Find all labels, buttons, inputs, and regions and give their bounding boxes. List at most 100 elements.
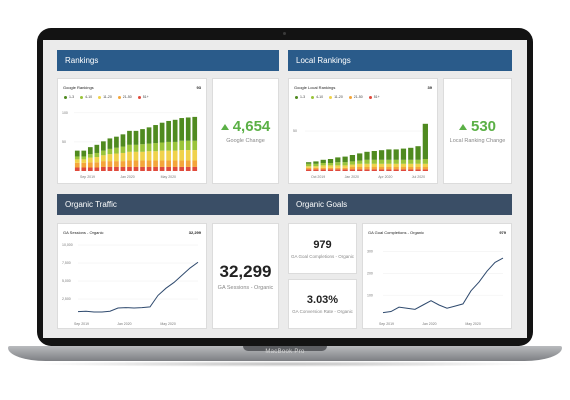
bar-segment — [192, 166, 198, 171]
bar-segment — [107, 166, 113, 171]
bar-segment — [120, 146, 126, 153]
local-rankings-chart-card: Google Local Rankings 39 1-3 4-10 11-20 … — [288, 78, 438, 184]
bar-segment — [146, 127, 152, 144]
bar-segment — [349, 155, 356, 162]
bar-segment — [386, 167, 392, 170]
chart-legend: 1-3 4-10 11-20 21-50 51+ — [295, 95, 380, 99]
bar-segment — [320, 163, 326, 166]
bar-segment — [133, 130, 139, 145]
legend-item: 1-3 — [64, 95, 74, 99]
bar-segment — [133, 151, 139, 161]
bar-segment — [364, 151, 370, 160]
x-tick-label: Jan 2020 — [117, 322, 131, 326]
bar-segment — [140, 144, 145, 152]
bar-segment — [378, 167, 385, 170]
bar-segment — [378, 159, 385, 164]
bar-segment — [172, 141, 178, 151]
bar-segment — [327, 159, 334, 163]
bar-segment — [153, 151, 158, 161]
bar-segment — [408, 167, 414, 170]
bar-segment — [127, 144, 132, 152]
section-title: Local Rankings — [296, 56, 351, 65]
bar-segment — [159, 122, 165, 143]
bar-segment — [179, 166, 185, 171]
bar-segment — [127, 151, 132, 161]
up-arrow-icon — [458, 124, 467, 131]
bar-segment — [127, 166, 132, 171]
bar-segment — [327, 169, 334, 171]
bar-segment — [120, 134, 126, 147]
bar-segment — [166, 120, 171, 142]
bar-segment — [327, 167, 334, 170]
bar-segment — [342, 169, 348, 171]
bar-segment — [74, 156, 80, 160]
chart-total: 93 — [196, 85, 201, 90]
legend-item: 4-10 — [311, 95, 323, 99]
bar-segment — [140, 151, 145, 161]
bar-segment — [192, 116, 198, 141]
bar-segment — [415, 159, 421, 164]
bar-segment — [378, 163, 385, 167]
bar-segment — [146, 143, 152, 152]
bar-segment — [386, 169, 392, 171]
bar-segment — [179, 140, 185, 151]
bar-segment — [127, 130, 132, 145]
bar-segment — [306, 166, 312, 168]
x-tick-label: Apr 2020 — [378, 175, 392, 179]
bar-segment — [364, 169, 370, 171]
bar-segment — [335, 157, 341, 163]
bar-segment — [114, 161, 119, 167]
bar-segment — [172, 150, 178, 161]
bar-segment — [327, 165, 334, 168]
legend-item: 11-20 — [98, 95, 112, 99]
section-title: Organic Traffic — [65, 200, 117, 209]
x-tick-label: Sep 2019 — [80, 175, 95, 179]
bar-segment — [94, 144, 100, 153]
bar-segment — [87, 154, 93, 158]
sessions-kpi-card: 32,299 GA Sessions - Organic — [212, 223, 279, 329]
y-tick-label: 50 — [293, 129, 297, 133]
bar-segment — [408, 163, 414, 167]
bar-segment — [179, 118, 185, 141]
bar-segment — [320, 169, 326, 171]
bar-segment — [114, 153, 119, 162]
bar-segment — [81, 167, 87, 171]
google-change-value: 4,654 — [220, 118, 270, 135]
bar-segment — [342, 162, 348, 166]
legend-swatch — [80, 95, 84, 99]
bar-segment — [133, 166, 139, 171]
bar-segment — [371, 163, 377, 167]
bar-segment — [320, 167, 326, 170]
bar-segment — [408, 169, 414, 171]
laptop-base — [8, 346, 562, 361]
chart-title: GA Goal Completions - Organic — [368, 230, 425, 235]
bar-segment — [146, 151, 152, 161]
device-label: MacBook Pro — [265, 349, 305, 355]
legend-item: 21-50 — [348, 95, 363, 99]
sessions-line-chart: 10,000 7,500 5,000 2,500 Sep 2019 Jan 2020 May… — [62, 243, 199, 326]
section-header-organic-goals: Organic Goals — [288, 194, 512, 215]
y-tick-label: 5,000 — [62, 279, 71, 283]
legend-item: 51+ — [368, 95, 380, 99]
bar-segment — [313, 163, 319, 167]
bar-segment — [94, 152, 100, 158]
bar-segment — [364, 159, 370, 164]
section-header-organic-traffic: Organic Traffic — [57, 194, 279, 215]
bar-segment — [393, 149, 399, 160]
bar-segment — [192, 140, 198, 151]
chart-total: 32,299 — [188, 230, 201, 235]
legend-swatch — [329, 95, 333, 99]
goals-line-chart: 300 200 100 Sep 2019 Jan 2020 May 2020 — [367, 250, 504, 326]
legend-item: 4-10 — [80, 95, 92, 99]
bar-segment — [179, 150, 185, 161]
bar-segment — [159, 166, 165, 171]
bar-segment — [342, 165, 348, 168]
bar-segment — [120, 152, 126, 162]
bar-segment — [335, 167, 341, 170]
bar-segment — [81, 162, 87, 168]
x-tick-label: Jan 2020 — [422, 322, 436, 326]
bar-segment — [87, 157, 93, 163]
bar-segment — [101, 166, 106, 171]
section-header-local-rankings: Local Rankings — [288, 50, 512, 71]
goal-completions-kpi-card: 979 GA Goal Completions - Organic — [288, 223, 357, 274]
